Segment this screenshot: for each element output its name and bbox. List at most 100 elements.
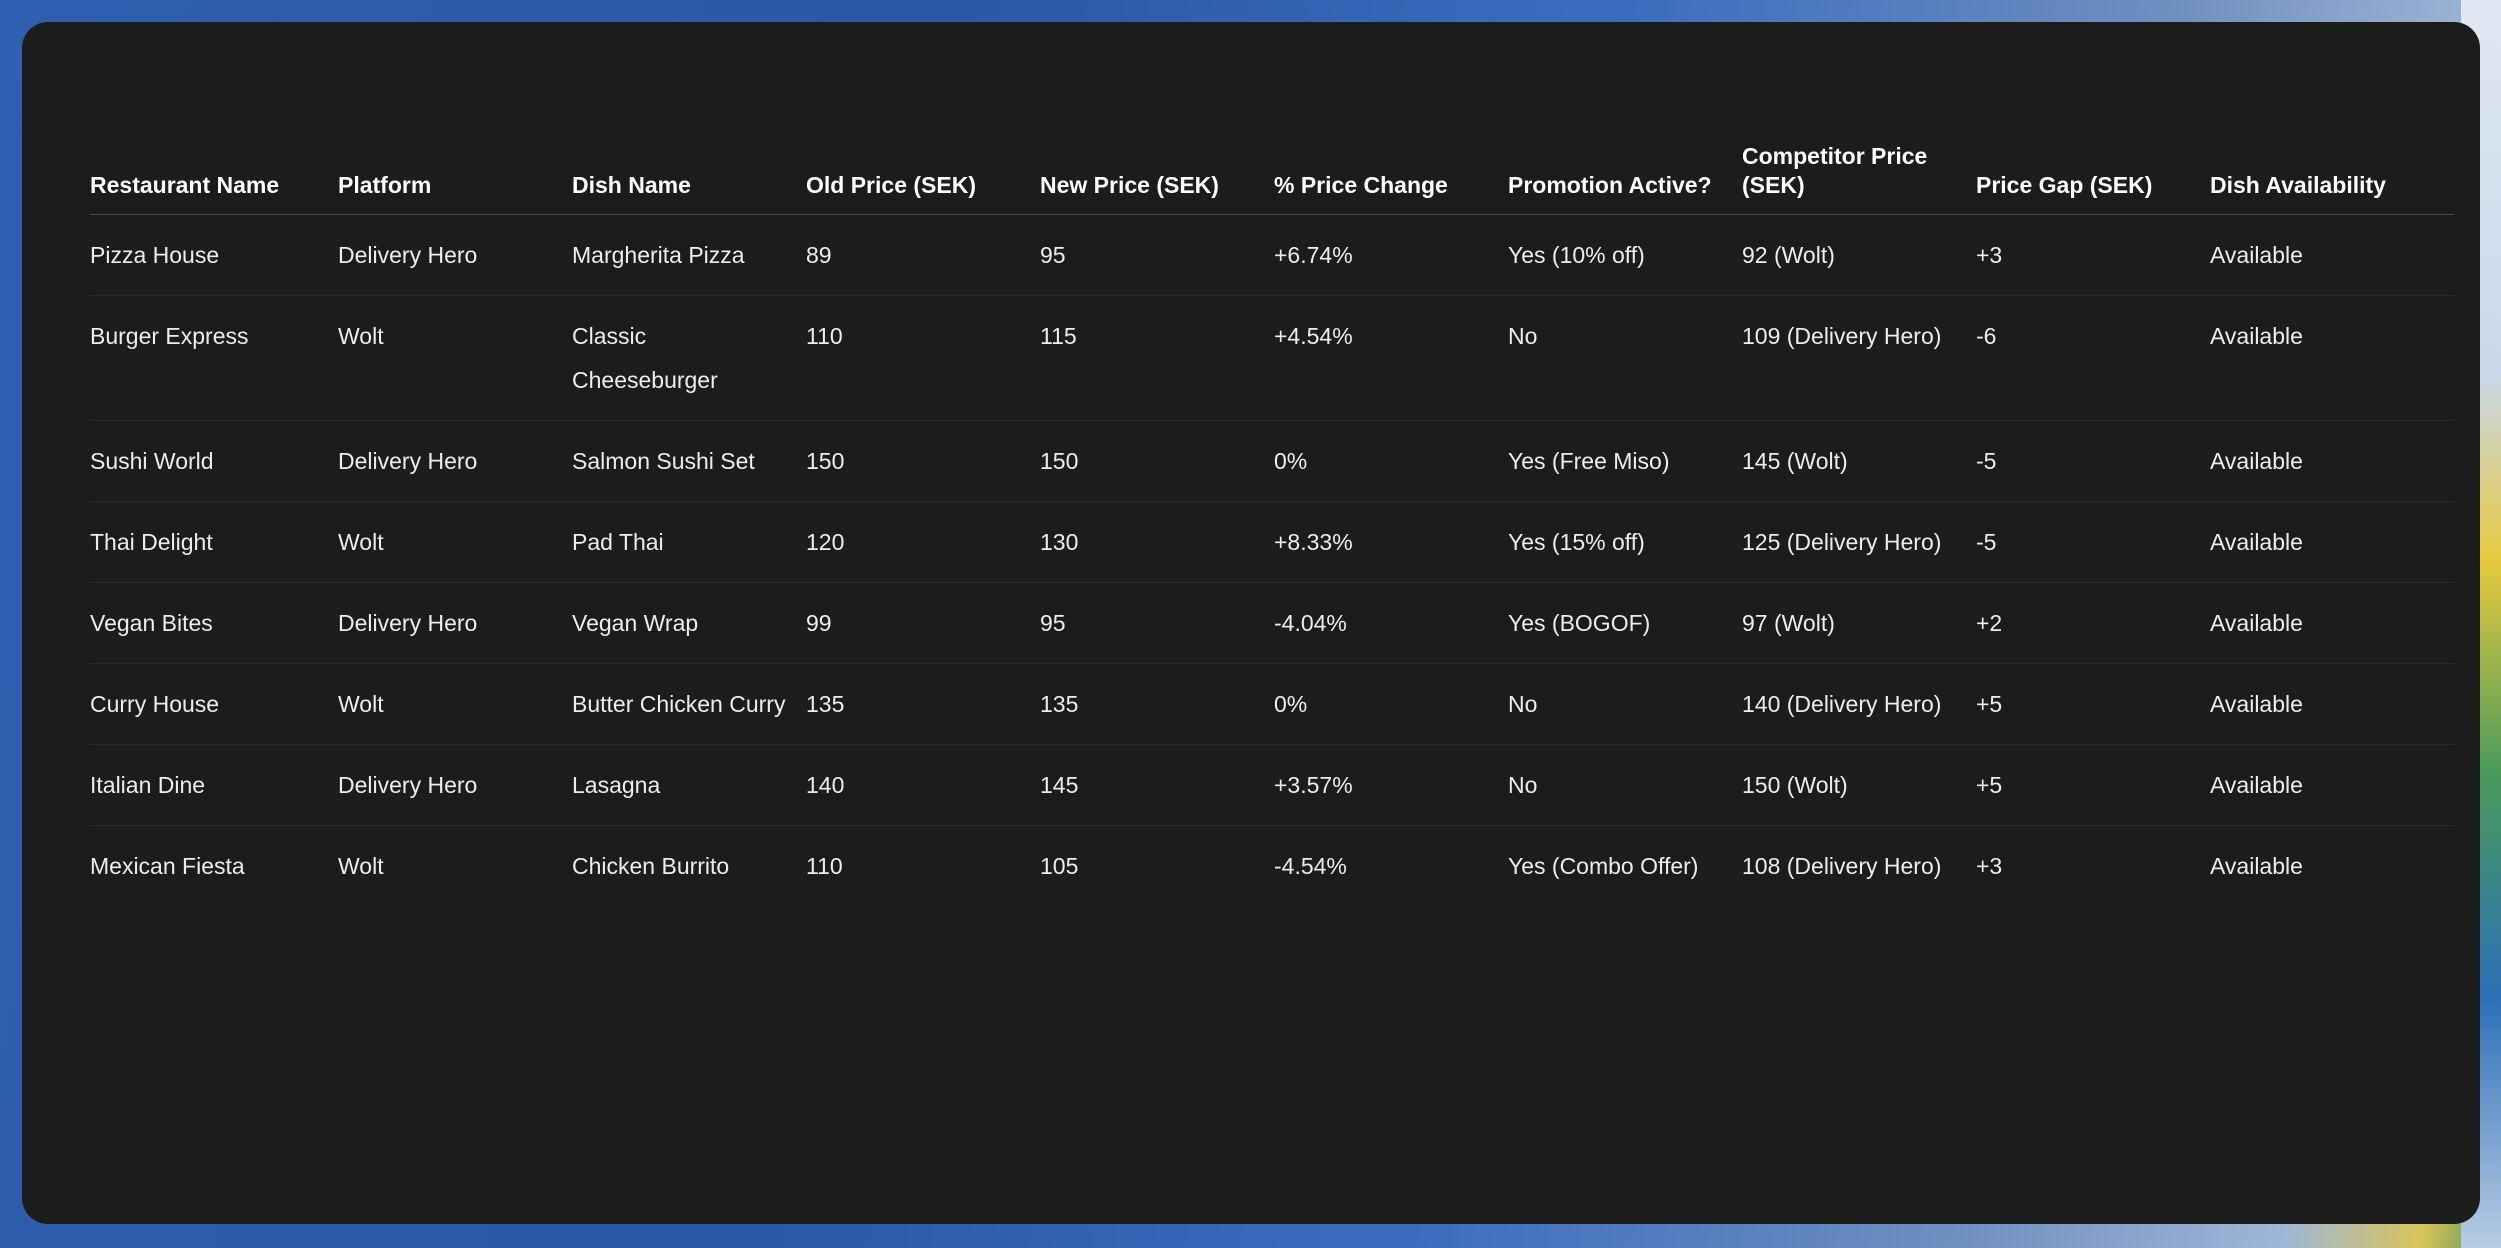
cell-restaurant-name: Vegan Bites bbox=[90, 582, 338, 664]
column-header-price-change: % Price Change bbox=[1274, 142, 1508, 215]
cell-price-gap: +5 bbox=[1976, 663, 2210, 745]
column-header-old-price: Old Price (SEK) bbox=[806, 142, 1040, 215]
cell-competitor-price: 140 (Delivery Hero) bbox=[1742, 663, 1976, 745]
cell-dish-availability: Available bbox=[2210, 744, 2454, 826]
cell-restaurant-name: Sushi World bbox=[90, 420, 338, 502]
cell-price-gap: -5 bbox=[1976, 420, 2210, 502]
table-row: Italian Dine Delivery Hero Lasagna 140 1… bbox=[90, 744, 2454, 826]
cell-promotion-active: No bbox=[1508, 295, 1742, 421]
cell-dish-availability: Available bbox=[2210, 214, 2454, 296]
table-header-row: Restaurant Name Platform Dish Name Old P… bbox=[90, 142, 2454, 215]
cell-old-price: 140 bbox=[806, 744, 1040, 826]
cell-new-price: 130 bbox=[1040, 501, 1274, 583]
cell-competitor-price: 150 (Wolt) bbox=[1742, 744, 1976, 826]
cell-competitor-price: 145 (Wolt) bbox=[1742, 420, 1976, 502]
cell-dish-name: Margherita Pizza bbox=[572, 214, 806, 296]
cell-dish-availability: Available bbox=[2210, 853, 2303, 879]
cell-dish-availability: Available bbox=[2210, 420, 2454, 502]
cell-dish-name: Vegan Wrap bbox=[572, 582, 806, 664]
cell-old-price: 135 bbox=[806, 663, 1040, 745]
cell-promotion-active: Yes (Combo Offer) bbox=[1508, 853, 1699, 879]
cell-dish-name: Lasagna bbox=[572, 744, 806, 826]
table-row: Thai Delight Wolt Pad Thai 120 130 +8.33… bbox=[90, 501, 2454, 583]
cell-dish-name: Classic Cheeseburger bbox=[572, 295, 806, 421]
column-header-restaurant-name: Restaurant Name bbox=[90, 142, 338, 215]
cell-old-price: 120 bbox=[806, 501, 1040, 583]
cell-competitor-price: 97 (Wolt) bbox=[1742, 582, 1976, 664]
cell-price-gap: +5 bbox=[1976, 744, 2210, 826]
cell-price-gap: -6 bbox=[1976, 295, 2210, 421]
cell-promotion-active: Yes (BOGOF) bbox=[1508, 582, 1742, 664]
cell-new-price: 145 bbox=[1040, 744, 1274, 826]
cell-promotion-active: Yes (15% off) bbox=[1508, 501, 1742, 583]
cell-restaurant-name: Thai Delight bbox=[90, 501, 338, 583]
cell-price-gap: +3 bbox=[1976, 214, 2210, 296]
cell-promotion-active: Yes (10% off) bbox=[1508, 214, 1742, 296]
cell-platform: Delivery Hero bbox=[338, 582, 572, 664]
cell-price-change: 0% bbox=[1274, 663, 1508, 745]
cell-dish-availability: Available bbox=[2210, 295, 2454, 421]
column-header-competitor-price: Competitor Price (SEK) bbox=[1742, 142, 1976, 215]
cell-competitor-price: 92 (Wolt) bbox=[1742, 214, 1976, 296]
cell-price-change: +3.57% bbox=[1274, 744, 1508, 826]
cell-dish-availability: Available bbox=[2210, 501, 2454, 583]
column-header-platform: Platform bbox=[338, 142, 572, 215]
cell-price-change: -4.54% bbox=[1274, 853, 1347, 879]
cell-price-change: -4.04% bbox=[1274, 582, 1508, 664]
cell-new-price: 105 bbox=[1040, 853, 1079, 879]
cell-new-price: 135 bbox=[1040, 663, 1274, 745]
cell-restaurant-name: Curry House bbox=[90, 663, 338, 745]
cell-old-price: 110 bbox=[806, 295, 1040, 421]
cell-restaurant-name: Burger Express bbox=[90, 295, 338, 421]
cell-new-price: 95 bbox=[1040, 214, 1274, 296]
cell-restaurant-name: Italian Dine bbox=[90, 744, 338, 826]
column-header-dish-name: Dish Name bbox=[572, 142, 806, 215]
cell-platform: Delivery Hero bbox=[338, 420, 572, 502]
table-row: Sushi World Delivery Hero Salmon Sushi S… bbox=[90, 420, 2454, 502]
table-row: Mexican Fiesta Wolt Chicken Burrito 110 … bbox=[90, 826, 2454, 907]
price-table-card: Restaurant Name Platform Dish Name Old P… bbox=[22, 22, 2480, 1224]
cell-dish-name: Pad Thai bbox=[572, 501, 806, 583]
cell-platform: Wolt bbox=[338, 853, 384, 879]
table-row: Burger Express Wolt Classic Cheeseburger… bbox=[90, 295, 2454, 421]
column-header-price-gap: Price Gap (SEK) bbox=[1976, 142, 2210, 215]
cell-restaurant-name: Mexican Fiesta bbox=[90, 853, 245, 879]
cell-price-change: +4.54% bbox=[1274, 295, 1508, 421]
cell-new-price: 115 bbox=[1040, 295, 1274, 421]
cell-promotion-active: No bbox=[1508, 663, 1742, 745]
cell-price-change: 0% bbox=[1274, 420, 1508, 502]
cell-old-price: 110 bbox=[806, 853, 843, 879]
cell-platform: Wolt bbox=[338, 295, 572, 421]
column-header-dish-availability: Dish Availability bbox=[2210, 142, 2454, 215]
cell-dish-availability: Available bbox=[2210, 582, 2454, 664]
cell-new-price: 95 bbox=[1040, 582, 1274, 664]
cell-platform: Delivery Hero bbox=[338, 744, 572, 826]
table-row: Vegan Bites Delivery Hero Vegan Wrap 99 … bbox=[90, 582, 2454, 664]
cell-price-gap: +3 bbox=[1976, 853, 2003, 879]
cell-price-gap: -5 bbox=[1976, 501, 2210, 583]
cell-new-price: 150 bbox=[1040, 420, 1274, 502]
price-comparison-table: Restaurant Name Platform Dish Name Old P… bbox=[90, 142, 2454, 906]
cell-platform: Wolt bbox=[338, 501, 572, 583]
cell-dish-name: Chicken Burrito bbox=[572, 853, 730, 879]
table-row: Pizza House Delivery Hero Margherita Piz… bbox=[90, 214, 2454, 296]
cell-restaurant-name: Pizza House bbox=[90, 214, 338, 296]
cell-platform: Wolt bbox=[338, 663, 572, 745]
cell-old-price: 99 bbox=[806, 582, 1040, 664]
cell-dish-name: Butter Chicken Curry bbox=[572, 663, 806, 745]
cell-competitor-price: 108 (Delivery Hero) bbox=[1742, 853, 1942, 879]
cell-dish-availability: Available bbox=[2210, 663, 2454, 745]
cell-price-change: +8.33% bbox=[1274, 501, 1508, 583]
cell-price-change: +6.74% bbox=[1274, 214, 1508, 296]
cell-promotion-active: Yes (Free Miso) bbox=[1508, 420, 1742, 502]
cell-dish-name: Salmon Sushi Set bbox=[572, 420, 806, 502]
column-header-promotion-active: Promotion Active? bbox=[1508, 142, 1742, 215]
cell-competitor-price: 109 (Delivery Hero) bbox=[1742, 295, 1976, 421]
cell-old-price: 150 bbox=[806, 420, 1040, 502]
cell-platform: Delivery Hero bbox=[338, 214, 572, 296]
cell-competitor-price: 125 (Delivery Hero) bbox=[1742, 501, 1976, 583]
column-header-new-price: New Price (SEK) bbox=[1040, 142, 1274, 215]
cell-old-price: 89 bbox=[806, 214, 1040, 296]
cell-price-gap: +2 bbox=[1976, 582, 2210, 664]
cell-promotion-active: No bbox=[1508, 744, 1742, 826]
